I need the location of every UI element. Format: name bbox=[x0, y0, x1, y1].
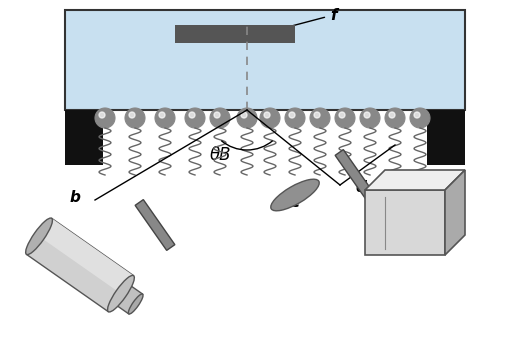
Circle shape bbox=[414, 112, 420, 118]
Polygon shape bbox=[445, 170, 465, 255]
Polygon shape bbox=[135, 200, 175, 250]
Ellipse shape bbox=[25, 218, 52, 255]
Circle shape bbox=[241, 112, 247, 118]
Circle shape bbox=[210, 108, 230, 128]
Ellipse shape bbox=[108, 275, 135, 312]
Circle shape bbox=[237, 108, 257, 128]
Polygon shape bbox=[39, 218, 134, 294]
Ellipse shape bbox=[271, 179, 319, 211]
Text: d: d bbox=[355, 180, 366, 195]
Circle shape bbox=[339, 112, 345, 118]
Circle shape bbox=[95, 108, 115, 128]
Bar bbox=[427, 110, 465, 165]
Circle shape bbox=[385, 108, 405, 128]
Circle shape bbox=[360, 108, 380, 128]
Text: e: e bbox=[415, 230, 426, 245]
Circle shape bbox=[314, 112, 320, 118]
Circle shape bbox=[335, 108, 355, 128]
Circle shape bbox=[260, 108, 280, 128]
Polygon shape bbox=[26, 218, 134, 312]
Circle shape bbox=[125, 108, 145, 128]
Ellipse shape bbox=[128, 294, 143, 314]
Circle shape bbox=[129, 112, 135, 118]
Circle shape bbox=[155, 108, 175, 128]
Text: c: c bbox=[290, 195, 299, 210]
Circle shape bbox=[185, 108, 205, 128]
Bar bbox=[65, 110, 103, 165]
Circle shape bbox=[214, 112, 220, 118]
Circle shape bbox=[99, 112, 105, 118]
Polygon shape bbox=[365, 190, 445, 255]
Circle shape bbox=[285, 108, 305, 128]
Circle shape bbox=[310, 108, 330, 128]
Polygon shape bbox=[335, 150, 375, 200]
Bar bbox=[175, 25, 295, 43]
Text: a: a bbox=[105, 290, 115, 305]
Bar bbox=[65, 10, 465, 110]
Circle shape bbox=[264, 112, 270, 118]
Circle shape bbox=[289, 112, 295, 118]
Circle shape bbox=[159, 112, 165, 118]
Text: b: b bbox=[70, 190, 81, 205]
Polygon shape bbox=[365, 170, 465, 190]
Text: f: f bbox=[268, 7, 337, 32]
Text: θB: θB bbox=[209, 146, 231, 164]
Circle shape bbox=[389, 112, 395, 118]
Circle shape bbox=[410, 108, 430, 128]
Circle shape bbox=[189, 112, 195, 118]
Polygon shape bbox=[114, 284, 143, 314]
Circle shape bbox=[364, 112, 370, 118]
